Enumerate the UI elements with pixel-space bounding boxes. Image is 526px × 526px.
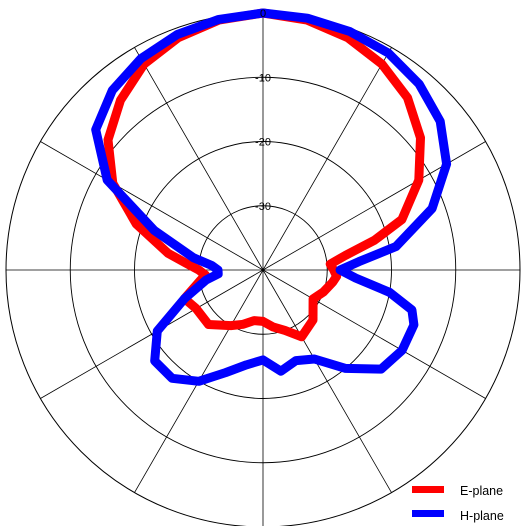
series-layer bbox=[91, 8, 452, 386]
radial-tick-labels: 0 -10 -20 -30 bbox=[255, 8, 271, 213]
legend: E-plane H-plane bbox=[412, 484, 504, 523]
grid-spoke-240 bbox=[40, 269, 264, 399]
grid-spoke-150 bbox=[262, 269, 392, 493]
legend-swatch-h-plane bbox=[412, 510, 444, 517]
r-tick-label-3: -30 bbox=[255, 201, 271, 213]
polar-grid bbox=[5, 12, 521, 526]
series-line-h-plane bbox=[91, 8, 452, 386]
r-tick-label-1: -10 bbox=[255, 72, 271, 84]
grid-spoke-300 bbox=[40, 141, 264, 271]
legend-label-h-plane: H-plane bbox=[460, 509, 504, 523]
legend-swatch-e-plane bbox=[412, 486, 444, 493]
r-tick-label-2: -20 bbox=[255, 137, 271, 149]
grid-spoke-30 bbox=[262, 47, 392, 271]
grid-spoke-120 bbox=[262, 269, 486, 399]
legend-label-e-plane: E-plane bbox=[460, 484, 503, 498]
grid-spoke-330 bbox=[134, 47, 264, 271]
r-tick-label-0: 0 bbox=[260, 8, 266, 20]
